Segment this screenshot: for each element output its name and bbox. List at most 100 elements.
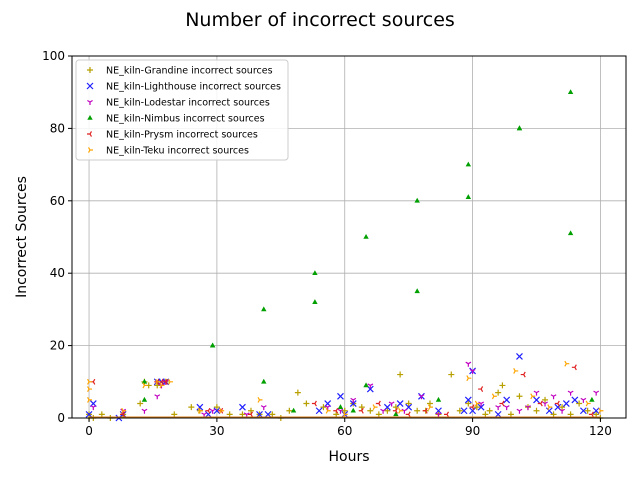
data-point: [559, 408, 565, 414]
data-point: [392, 407, 398, 414]
data-point: [204, 410, 212, 418]
x-tick-label: 0: [85, 424, 93, 438]
data-point: [171, 411, 178, 418]
y-tick-label: 60: [50, 194, 65, 208]
data-point: [478, 386, 484, 392]
data-point: [580, 397, 587, 403]
legend-marker: [87, 99, 93, 105]
data-point: [337, 408, 344, 414]
data-point: [550, 394, 557, 400]
series-5-points: [87, 360, 604, 418]
data-point: [303, 400, 310, 407]
data-point: [142, 382, 148, 389]
data-point: [367, 407, 374, 414]
y-tick-label: 40: [50, 266, 65, 280]
data-point: [363, 382, 369, 388]
data-point: [593, 411, 600, 418]
data-point: [333, 407, 339, 414]
data-point: [550, 411, 557, 418]
data-point: [85, 410, 93, 418]
data-point: [465, 361, 472, 367]
data-point: [325, 407, 331, 414]
data-point: [503, 396, 511, 404]
data-point: [469, 407, 477, 415]
data-point: [491, 393, 497, 400]
data-point: [469, 404, 475, 411]
chart-title: Number of incorrect sources: [185, 9, 455, 31]
data-point: [533, 396, 540, 404]
data-point: [465, 194, 472, 199]
data-point: [87, 386, 93, 392]
data-point: [350, 407, 356, 413]
legend-marker: [86, 82, 94, 90]
data-point: [579, 407, 587, 415]
legend-label: NE_kiln-Grandine incorrect sources: [106, 66, 273, 77]
data-point: [375, 400, 381, 407]
data-point: [384, 407, 391, 414]
x-tick-label: 60: [337, 424, 352, 438]
data-points: [85, 89, 604, 422]
data-point: [398, 407, 404, 414]
legend-label: NE_kiln-Lighthouse incorrect sources: [106, 82, 281, 93]
data-point: [537, 400, 543, 407]
data-point: [358, 407, 364, 414]
data-point: [239, 411, 246, 418]
data-point: [405, 400, 412, 407]
data-point: [482, 411, 489, 418]
data-point: [486, 407, 493, 414]
data-point: [474, 400, 480, 407]
data-point: [516, 408, 523, 414]
data-point: [261, 378, 267, 384]
data-point: [495, 389, 502, 396]
data-point: [367, 383, 374, 389]
data-point: [98, 411, 105, 418]
plot-frame: [71, 55, 627, 419]
data-point: [567, 89, 574, 94]
data-point: [312, 270, 318, 275]
data-point: [478, 401, 485, 407]
legend-marker: [87, 115, 93, 120]
x-tick-label: 90: [465, 424, 480, 438]
legend-item: NE_kiln-Teku incorrect sources: [87, 146, 249, 157]
legend-label: NE_kiln-Lodestar incorrect sources: [106, 98, 270, 109]
y-tick-label: 100: [42, 49, 65, 63]
data-point: [547, 404, 553, 411]
data-point: [213, 407, 221, 415]
legend: NE_kiln-Grandine incorrect sources NE_kil…: [75, 59, 289, 161]
x-axis-label: Hours: [328, 449, 369, 465]
data-point: [499, 400, 505, 407]
data-point: [499, 382, 506, 389]
data-point: [545, 407, 553, 415]
data-point: [397, 371, 404, 378]
data-point: [576, 400, 583, 407]
data-point: [516, 353, 523, 360]
x-tick-label: 120: [589, 424, 612, 438]
y-axis-label: Incorrect Sources: [14, 176, 30, 298]
data-point: [465, 161, 472, 167]
data-point: [256, 410, 263, 418]
data-point: [137, 400, 144, 407]
data-point: [592, 407, 600, 415]
data-point: [162, 378, 168, 385]
data-point: [349, 400, 357, 407]
legend-item: NE_kiln-Nimbus incorrect sources: [87, 114, 265, 125]
legend-marker: [87, 67, 93, 73]
data-point: [388, 401, 395, 407]
data-point: [554, 400, 560, 407]
data-point: [427, 404, 433, 411]
data-point: [559, 404, 566, 411]
data-point: [213, 404, 220, 411]
data-point: [435, 396, 442, 402]
data-point: [456, 407, 463, 414]
data-point: [337, 404, 344, 409]
data-point: [571, 364, 577, 371]
axis-ticks: 0 30 60 90 120 0 20 40 60 80 100: [42, 49, 612, 438]
data-point: [154, 382, 161, 389]
data-point: [159, 382, 165, 389]
data-point: [584, 407, 591, 414]
data-point: [525, 405, 531, 411]
data-point: [585, 400, 591, 407]
data-point: [90, 405, 97, 411]
data-point: [589, 396, 595, 402]
